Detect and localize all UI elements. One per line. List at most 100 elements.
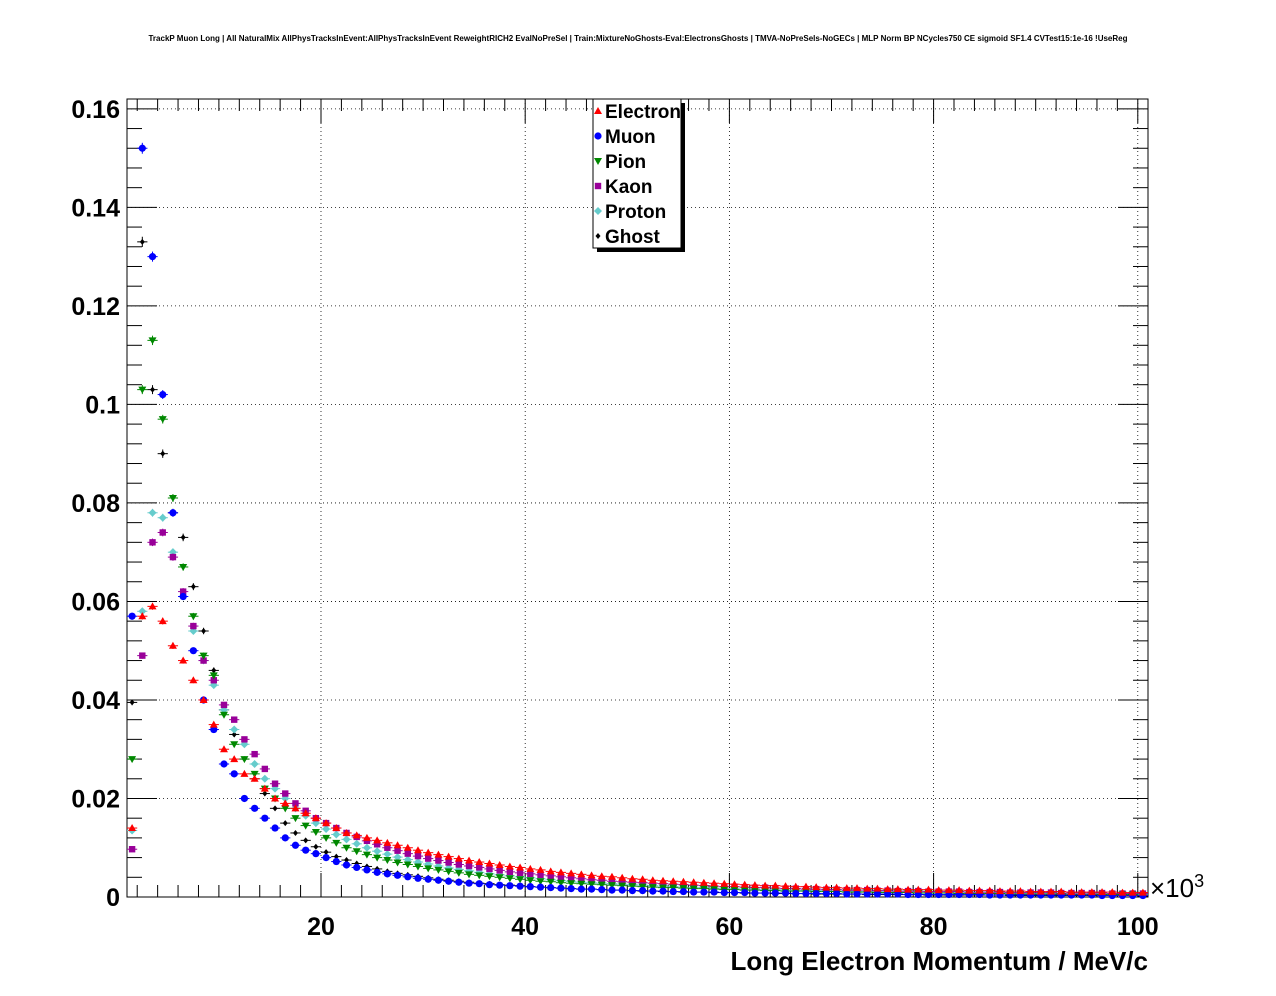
point-proton (158, 513, 167, 522)
point-electron (577, 870, 586, 878)
point-muon (598, 886, 606, 894)
point-electron (1138, 888, 1147, 896)
x-multiplier-label: ×103 (1150, 871, 1204, 903)
y-tick-label: 0.12 (71, 293, 120, 321)
point-kaon (231, 716, 238, 723)
point-electron (322, 819, 331, 827)
point-kaon (261, 765, 269, 773)
legend-label-ghost: Ghost (605, 227, 661, 248)
point-electron (465, 856, 474, 864)
point-pion (230, 741, 239, 749)
point-pion (301, 822, 310, 830)
point-electron (955, 886, 964, 894)
point-muon (720, 888, 728, 897)
point-muon (761, 889, 769, 897)
point-proton (393, 853, 402, 862)
point-kaon (445, 859, 452, 866)
point-kaon (588, 876, 595, 883)
point-muon (516, 882, 524, 890)
point-pion (393, 859, 402, 867)
point-pion (179, 563, 188, 571)
point-electron (352, 831, 361, 839)
point-ghost (201, 628, 207, 634)
point-muon (904, 890, 912, 899)
point-kaon (516, 869, 524, 877)
point-ghost (211, 667, 217, 674)
point-muon (496, 881, 504, 889)
point-muon (424, 875, 432, 883)
point-electron (863, 884, 872, 892)
point-electron (628, 874, 637, 882)
point-electron (393, 841, 402, 849)
point-electron (587, 871, 596, 879)
point-muon (322, 853, 330, 862)
point-electron (842, 884, 851, 892)
point-muon (148, 253, 157, 261)
point-muon (445, 877, 453, 885)
point-muon (363, 866, 371, 874)
point-pion (311, 828, 320, 836)
point-kaon (251, 750, 258, 758)
point-electron (1036, 887, 1045, 895)
point-ghost (180, 534, 186, 541)
point-muon (822, 889, 830, 898)
point-pion (240, 756, 249, 764)
point-muon (455, 878, 463, 886)
point-kaon (190, 622, 197, 630)
point-kaon (465, 862, 473, 870)
legend: Electron Muon Pion Kaon Proton Ghost (592, 98, 685, 252)
point-kaon (241, 736, 248, 743)
point-pion (454, 869, 463, 877)
x-tick-label: 100 (1117, 913, 1159, 941)
x-tick-label: 80 (920, 913, 948, 941)
point-pion (607, 882, 616, 890)
point-electron (362, 833, 371, 841)
point-muon (342, 861, 351, 869)
axis-tick-labels: 20 40 60 80 100 0 0.02 0.04 0.06 0.08 0.1 0.12 0.14 0… (71, 96, 1158, 941)
y-tick-label: 0.16 (71, 96, 120, 124)
point-electron (526, 864, 535, 872)
point-electron (189, 676, 198, 684)
point-electron (495, 860, 504, 868)
point-muon (261, 814, 269, 822)
point-electron (689, 878, 698, 886)
point-electron (914, 885, 923, 893)
point-muon (485, 881, 494, 889)
point-pion (495, 874, 504, 882)
point-electron (434, 850, 443, 858)
point-kaon (149, 539, 156, 546)
point-kaon (578, 875, 585, 882)
point-electron (883, 885, 892, 893)
point-electron (1006, 887, 1015, 895)
point-pion (332, 839, 341, 847)
point-ghost (160, 450, 166, 457)
point-electron (567, 869, 576, 877)
point-electron (771, 881, 780, 889)
y-tick-label: 0.08 (71, 490, 120, 518)
point-electron (556, 868, 565, 876)
point-electron (536, 865, 545, 873)
point-proton (260, 774, 269, 783)
point-pion (567, 880, 576, 888)
point-kaon (598, 877, 605, 884)
point-muon (312, 850, 320, 858)
point-electron (373, 836, 382, 844)
point-muon (138, 144, 146, 152)
point-pion (536, 878, 545, 886)
point-electron (1087, 888, 1096, 896)
point-muon (751, 889, 759, 897)
point-electron (699, 878, 708, 886)
point-kaon (128, 846, 136, 853)
point-kaon (292, 800, 299, 807)
point-muon (863, 890, 871, 898)
point-kaon (384, 844, 391, 851)
point-electron (822, 883, 831, 891)
series-muon (127, 142, 1148, 900)
y-tick-label: 0 (106, 884, 120, 912)
point-muon (812, 889, 820, 898)
legend-marker-kaon (594, 182, 602, 190)
point-electron (934, 886, 943, 894)
point-kaon (139, 652, 146, 659)
point-electron (740, 880, 749, 888)
chart-title: TrackP Muon Long | All NaturalMix AllPhy… (148, 34, 1128, 43)
